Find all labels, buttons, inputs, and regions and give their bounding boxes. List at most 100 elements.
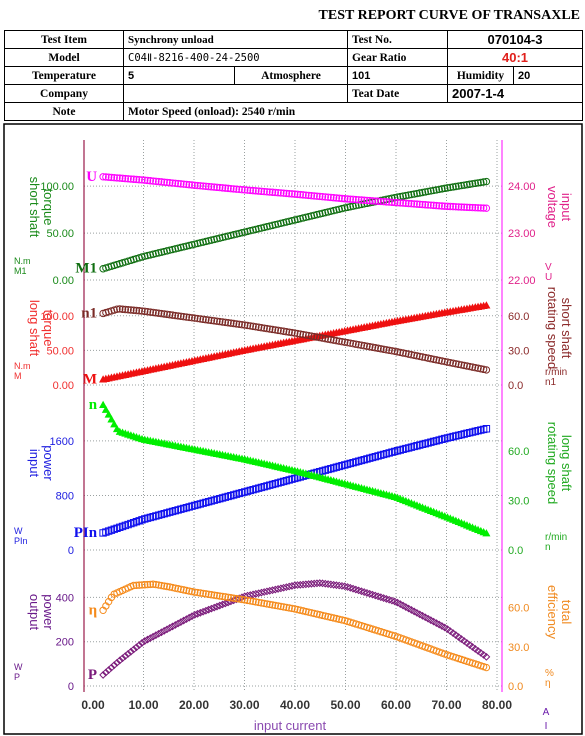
data-point <box>438 435 446 444</box>
data-point <box>332 336 341 345</box>
data-point <box>193 181 202 190</box>
data-point <box>316 210 324 218</box>
right-tick-label: 0.0 <box>508 681 523 693</box>
data-point <box>457 203 466 211</box>
data-point <box>429 355 438 363</box>
data-point <box>268 480 277 489</box>
data-point <box>266 222 274 230</box>
series-name-label: n <box>89 397 98 413</box>
data-point <box>338 616 346 624</box>
data-point <box>393 348 402 356</box>
data-point <box>199 499 207 507</box>
data-point <box>432 201 441 210</box>
data-point <box>121 174 130 183</box>
data-point <box>413 200 421 208</box>
data-point <box>210 496 218 504</box>
data-point <box>452 203 460 211</box>
data-point <box>149 250 157 258</box>
data-point <box>207 183 216 191</box>
data-point <box>432 437 441 445</box>
data-point <box>410 200 418 208</box>
data-point <box>216 234 224 242</box>
data-point <box>232 594 241 603</box>
data-point <box>151 631 160 640</box>
data-point <box>107 415 116 423</box>
data-point <box>274 189 282 197</box>
data-point <box>121 652 130 660</box>
data-point <box>296 606 305 614</box>
data-point <box>157 248 166 256</box>
data-point <box>271 220 280 229</box>
data-point <box>124 175 132 183</box>
data-point <box>127 175 135 183</box>
data-point <box>393 447 402 455</box>
data-point <box>235 320 243 328</box>
data-point <box>191 501 199 510</box>
data-point <box>196 589 205 597</box>
data-point <box>121 305 130 314</box>
data-point <box>104 527 113 535</box>
data-point <box>154 177 163 186</box>
right-symbol-label: n1 <box>545 377 557 388</box>
data-point <box>304 191 313 200</box>
data-point <box>285 604 293 612</box>
data-point <box>307 609 316 617</box>
data-point <box>202 590 210 598</box>
data-point <box>191 588 199 596</box>
data-point <box>146 580 155 589</box>
data-point <box>438 202 446 210</box>
data-point <box>241 321 249 329</box>
left-axis-label: long shafttorque <box>27 300 56 357</box>
data-point <box>260 223 268 232</box>
data-point <box>257 599 266 607</box>
data-point <box>302 331 310 339</box>
data-point <box>482 529 491 537</box>
data-point <box>404 444 413 452</box>
data-point <box>374 452 382 460</box>
data-point <box>246 322 255 330</box>
data-point <box>141 252 149 260</box>
data-point <box>418 188 427 197</box>
data-point <box>199 589 207 598</box>
left-axis-label-line: input <box>27 449 42 478</box>
right-tick-label: 30.0 <box>508 345 529 357</box>
data-point <box>157 628 166 637</box>
left-axis-label-line: torque <box>41 310 56 347</box>
data-point <box>152 249 160 258</box>
data-point <box>238 595 246 604</box>
data-point <box>149 580 157 588</box>
data-point <box>185 241 193 250</box>
data-point <box>129 581 138 590</box>
data-point <box>479 178 488 186</box>
data-point <box>268 325 277 334</box>
data-point <box>241 186 249 194</box>
left-axis-label-line: power <box>41 594 56 630</box>
data-point <box>393 198 402 207</box>
data-point <box>346 459 354 468</box>
data-point <box>210 591 218 599</box>
data-point <box>121 521 130 530</box>
data-point <box>352 195 360 204</box>
data-point <box>129 175 138 183</box>
data-point <box>266 188 274 196</box>
data-point <box>477 204 485 212</box>
left-tick-label: 0 <box>68 681 74 693</box>
data-point <box>307 579 316 588</box>
data-point <box>199 607 207 616</box>
data-point <box>157 309 166 318</box>
right-axis-label-line: input <box>559 193 574 222</box>
chart-frame <box>3 123 583 735</box>
data-point <box>174 179 182 188</box>
data-point <box>271 326 280 334</box>
data-point <box>354 196 363 204</box>
data-point <box>132 581 141 589</box>
data-point <box>291 329 299 337</box>
right-axis-label-line: rotating speed <box>545 422 560 504</box>
data-point <box>213 591 221 600</box>
data-point <box>296 190 305 199</box>
data-point <box>196 608 205 617</box>
data-point <box>204 237 213 245</box>
left-tick-label: 50.00 <box>46 345 74 357</box>
data-point <box>282 603 291 612</box>
data-point <box>113 658 121 667</box>
